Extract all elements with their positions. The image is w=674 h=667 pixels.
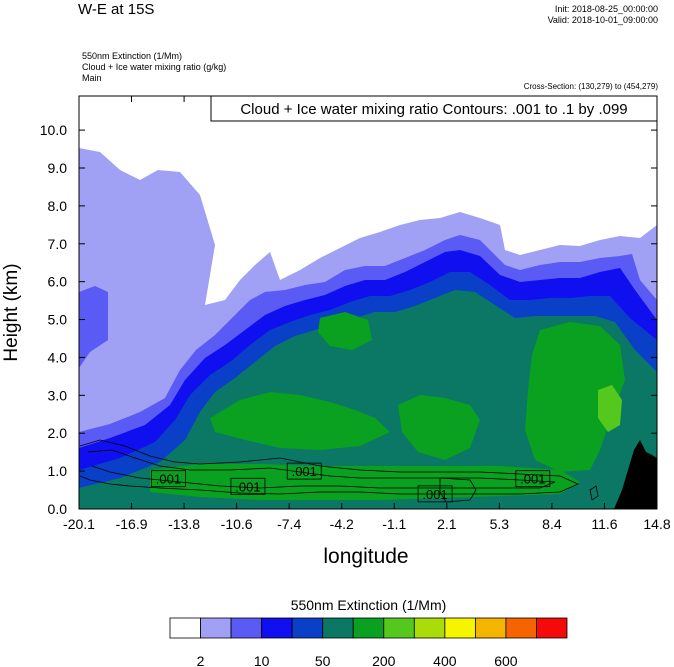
colorbar-swatch	[200, 617, 232, 639]
contour-label-box	[417, 485, 453, 503]
colorbar-swatch	[505, 617, 537, 639]
extinction-level-6e	[150, 464, 580, 500]
extinction-level-6a	[210, 392, 390, 450]
colorbar-tick-label: 10	[254, 653, 270, 667]
cross-section-label: Cross-Section: (130,279) to (454,279)	[523, 82, 658, 91]
contour-line	[589, 485, 599, 501]
contour-label: .001	[292, 464, 317, 479]
field-main-label: Main	[82, 73, 102, 83]
x-tick-label: -7.4	[277, 516, 301, 532]
x-tick-label: 2.1	[437, 516, 457, 532]
contour-annotation: Cloud + Ice water mixing ratio Contours:…	[210, 95, 658, 122]
x-tick-label: -10.6	[221, 516, 253, 532]
colorbar-swatch	[444, 617, 476, 639]
extinction-level-6b	[318, 312, 372, 350]
colorbar-swatch	[474, 617, 507, 639]
contour-label-box	[151, 470, 186, 488]
colorbar-title: 550nm Extinction (1/Mm)	[291, 597, 447, 613]
colorbar-tick-label: 2	[197, 653, 205, 667]
contour-label: .001	[156, 472, 181, 487]
chart-title: W-E at 15S	[78, 1, 155, 18]
y-tick-label: 9.0	[48, 160, 68, 176]
annotation-box	[210, 95, 658, 122]
x-tick-label: -13.8	[168, 516, 200, 532]
x-tick-label: 14.8	[643, 516, 670, 532]
x-tick-label: 5.3	[490, 516, 510, 532]
contour-label: .001	[235, 479, 260, 494]
extinction-level-5	[79, 290, 657, 509]
contour-line	[79, 439, 579, 495]
contour-line	[439, 477, 477, 503]
colorbar-swatch	[230, 617, 263, 639]
colorbar-swatch	[536, 617, 568, 639]
y-axis-label: Height (km)	[1, 263, 22, 361]
colorbar-tick-label: 200	[372, 653, 396, 667]
x-tick-label: 8.4	[542, 516, 562, 532]
contour-label: .001	[422, 487, 447, 502]
contour-label-box	[515, 470, 551, 488]
contour-label-box	[286, 462, 322, 480]
colorbar-swatch	[352, 617, 385, 639]
x-tick-label: -16.9	[116, 516, 148, 532]
y-tick-label: 0.0	[48, 501, 68, 517]
init-time: Init: 2018-08-25_00:00:00	[554, 4, 658, 14]
extinction-level-6c	[398, 395, 480, 460]
mixing-ratio-contours: .001 .001 .001 .001 .001	[79, 439, 599, 503]
extinction-level-2	[79, 286, 108, 368]
extinction-level-6d	[525, 322, 625, 472]
colorbar-swatch	[383, 617, 415, 639]
x-axis-label: longitude	[323, 545, 408, 568]
annotation-text: Cloud + Ice water mixing ratio Contours:…	[240, 101, 627, 118]
valid-time: Valid: 2018-10-01_09:00:00	[547, 15, 658, 25]
y-tick-label: 10.0	[40, 122, 67, 138]
colorbar-swatch	[261, 617, 293, 639]
colorbar-swatch	[291, 617, 324, 639]
field-mixing-ratio-label: Cloud + Ice water mixing ratio (g/kg)	[82, 62, 227, 72]
y-tick-label: 8.0	[48, 198, 68, 214]
extinction-fill	[79, 96, 657, 509]
extinction-level-7a	[598, 385, 622, 432]
colorbar-tick-label: 600	[494, 653, 518, 667]
colorbar-swatch	[169, 617, 201, 639]
y-tick-label: 7.0	[48, 236, 68, 252]
y-tick-label: 5.0	[48, 312, 68, 328]
y-tick-label: 6.0	[48, 274, 68, 290]
y-tick-label: 3.0	[48, 387, 68, 403]
colorbar-swatch	[413, 617, 446, 639]
x-tick-label: -20.1	[63, 516, 95, 532]
x-tick-label: -1.1	[382, 516, 406, 532]
colorbar-tick-label: 400	[433, 653, 457, 667]
colorbar-tick-label: 50	[315, 653, 331, 667]
contour-line	[87, 449, 556, 489]
x-tick-label: -4.2	[330, 516, 354, 532]
x-tick-label: 11.6	[591, 516, 617, 532]
terrain	[614, 440, 657, 509]
contour-label-box	[230, 477, 266, 495]
y-tick-label: 2.0	[48, 425, 68, 441]
field-extinction-label: 550nm Extinction (1/Mm)	[82, 51, 183, 61]
y-tick-label: 4.0	[48, 349, 68, 365]
colorbar-swatch	[322, 617, 354, 639]
y-tick-label: 1.0	[48, 463, 68, 479]
contour-label: .001	[520, 472, 545, 487]
